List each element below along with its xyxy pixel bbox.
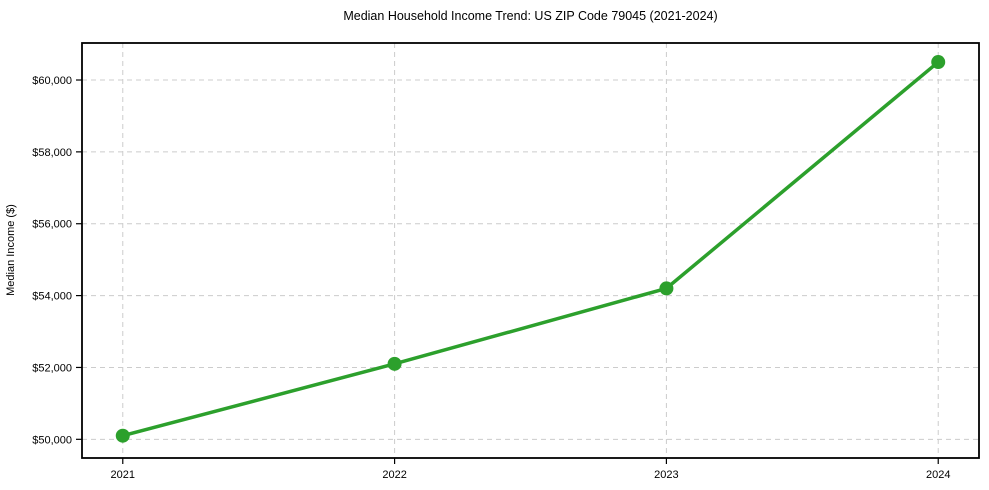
y-tick-label: $50,000 (32, 434, 72, 446)
data-point-2024 (931, 55, 946, 70)
y-tick-label: $54,000 (32, 291, 72, 303)
plot-border (81, 42, 980, 459)
y-tick-label: $52,000 (32, 362, 72, 374)
y-tick-label: $60,000 (32, 75, 72, 87)
x-tick-label: 2021 (111, 469, 135, 481)
y-tick-label: $58,000 (32, 147, 72, 159)
data-point-2023 (659, 281, 674, 296)
tick-layer: $50,000 $52,000 $54,000 $56,000 $58,000 $60,0… (32, 75, 950, 481)
y-axis-label: Median Income ($) (5, 204, 17, 296)
data-point-2021 (115, 428, 130, 443)
x-tick-label: 2024 (926, 469, 950, 481)
grid-layer (82, 43, 979, 458)
y-tick-label: $56,000 (32, 219, 72, 231)
x-tick-label: 2022 (382, 469, 406, 481)
chart-title: Median Household Income Trend: US ZIP Co… (343, 9, 718, 23)
x-tick-label: 2023 (654, 469, 678, 481)
data-point-2022 (387, 356, 402, 371)
series-line (121, 60, 940, 438)
series-layer (115, 55, 946, 443)
